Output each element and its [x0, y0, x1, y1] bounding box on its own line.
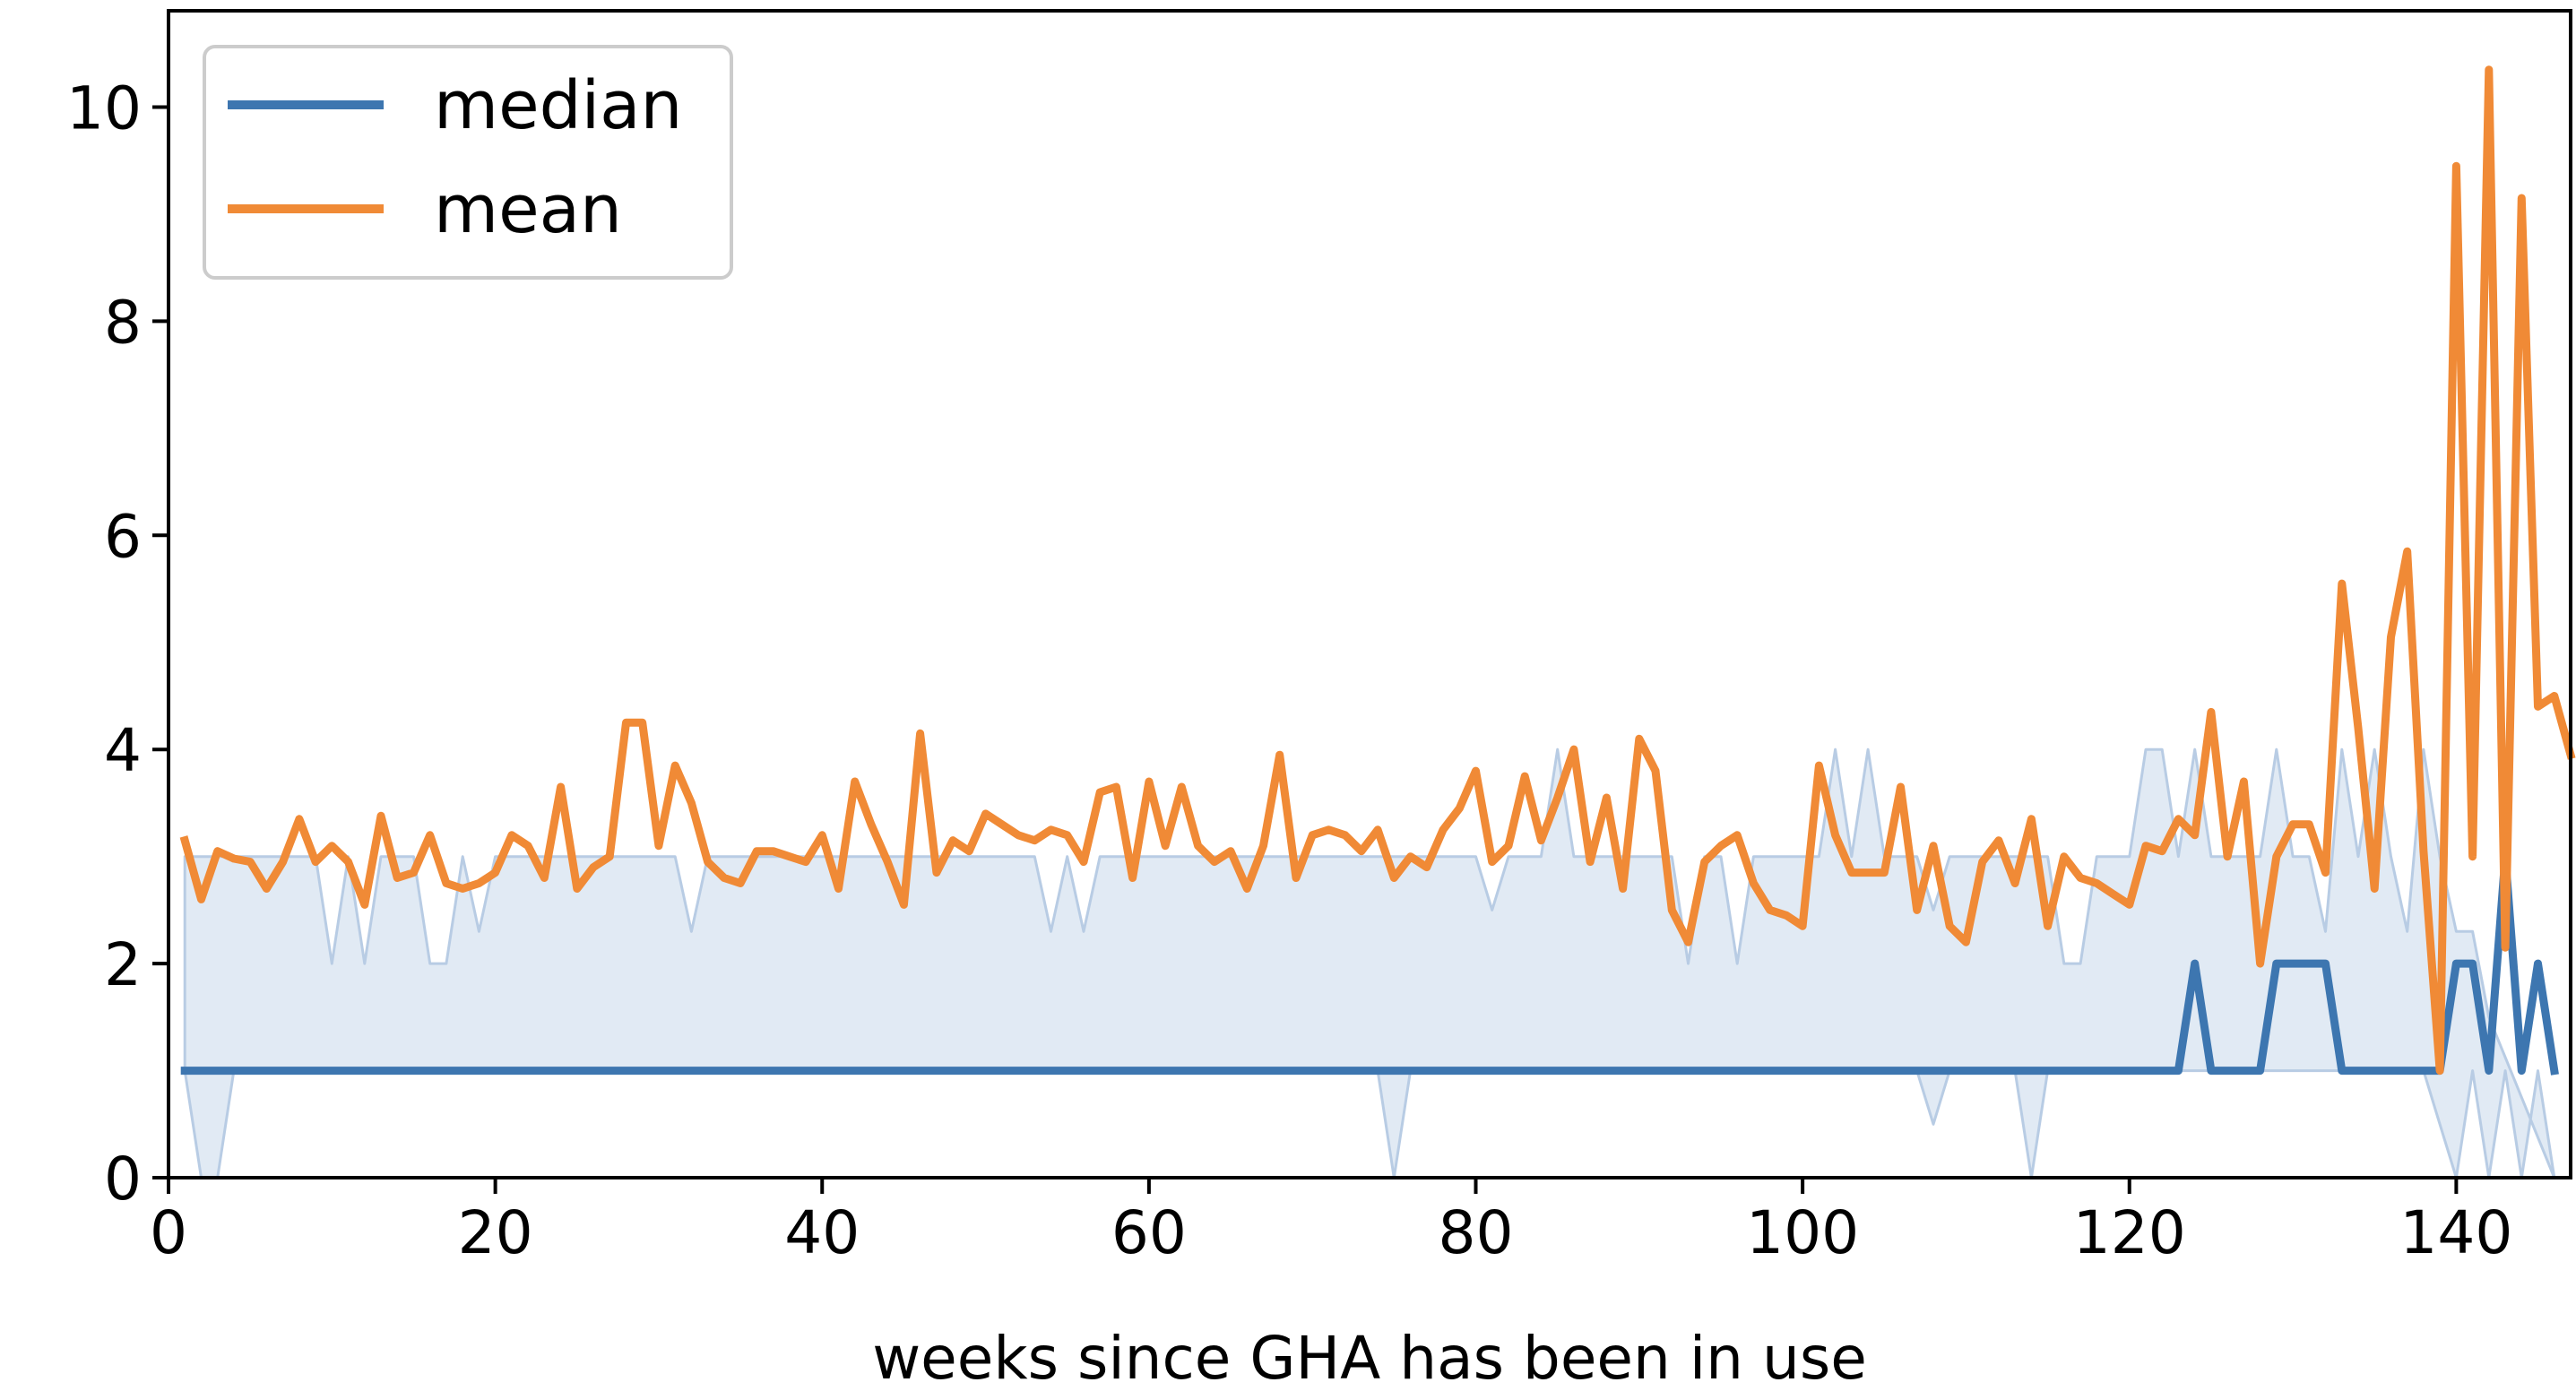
y-tick-label: 8: [104, 288, 142, 357]
x-tick-label: 60: [1111, 1198, 1187, 1267]
series-line-mean: [179, 65, 2576, 1076]
x-tick-label: 20: [458, 1198, 533, 1267]
y-tick-label: 4: [104, 716, 142, 785]
x-tick-label: 80: [1439, 1198, 1514, 1267]
x-axis-ticks: 0 20 40 60 80 100 120 140: [150, 1178, 2512, 1267]
x-tick-label: 140: [2399, 1198, 2512, 1267]
series-line-median: [180, 852, 2559, 1076]
x-tick-label: 100: [1746, 1198, 1859, 1267]
plot-frame: [167, 9, 2572, 1179]
y-tick-label: 6: [104, 502, 142, 571]
x-tick-label: 120: [2073, 1198, 2186, 1267]
x-axis-title: weeks since GHA has been in use: [872, 1324, 1867, 1391]
legend: median mean: [203, 45, 733, 280]
y-tick-label: 10: [66, 74, 142, 143]
series-lines: [179, 65, 2576, 1076]
legend-label-mean: mean: [434, 171, 622, 248]
y-tick-label: 0: [104, 1145, 142, 1214]
y-axis-ticks: 0 2 4 6 8 10: [66, 74, 169, 1214]
x-tick-label: 40: [784, 1198, 860, 1267]
legend-label-median: median: [434, 67, 682, 144]
y-tick-label: 2: [104, 930, 142, 999]
x-tick-label: 0: [150, 1198, 187, 1267]
